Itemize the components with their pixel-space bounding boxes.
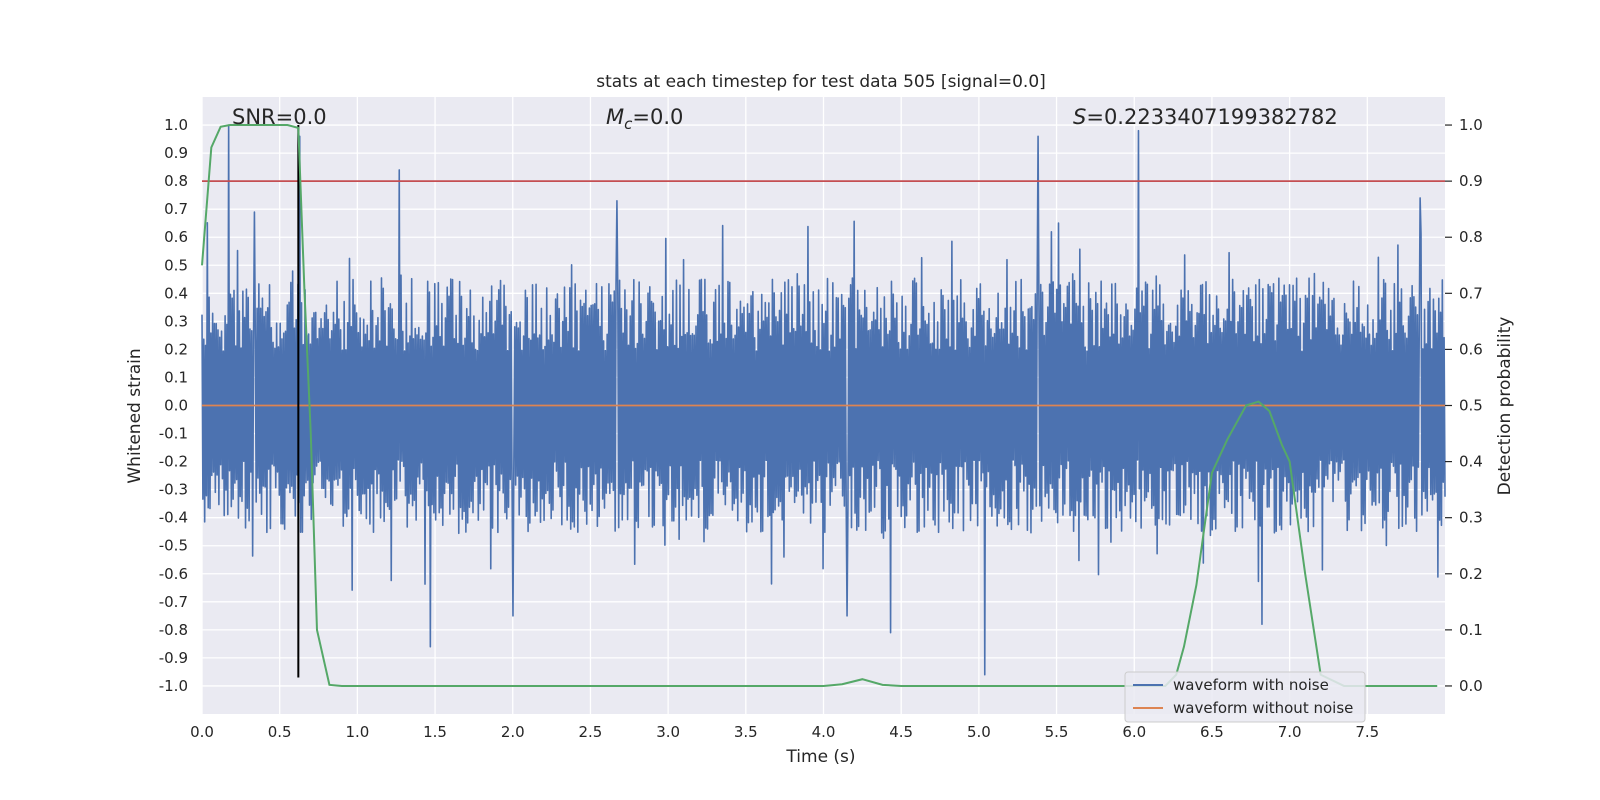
- x-tick-label: 1.5: [423, 723, 447, 741]
- x-tick-label: 3.0: [656, 723, 680, 741]
- y2-tick-label: 0.5: [1459, 397, 1483, 415]
- y2-tick-label: 0.1: [1459, 621, 1483, 639]
- chirp-mass-symbol: M: [606, 105, 624, 129]
- legend: waveform with noise waveform without noi…: [1124, 671, 1366, 723]
- y-tick-label: -0.5: [159, 537, 188, 555]
- y2-tick-label: 0.0: [1459, 677, 1483, 695]
- y-tick-label: -0.9: [159, 649, 188, 667]
- y-tick-label: 0.9: [164, 144, 188, 162]
- y-tick-label: -0.4: [159, 509, 188, 527]
- detection-probability-series: [201, 124, 1438, 687]
- y-tick-label: -0.3: [159, 481, 188, 499]
- y-tick-label: -1.0: [159, 677, 188, 695]
- y-tick-label: -0.2: [159, 453, 188, 471]
- y-tick-label: -0.1: [159, 425, 188, 443]
- x-tick-label: 5.5: [1045, 723, 1069, 741]
- x-tick-label: 4.5: [889, 723, 913, 741]
- y2-tick-label: 0.7: [1459, 284, 1483, 302]
- y2-axis-label: Detection probability: [1495, 317, 1515, 496]
- y-tick-label: 0.4: [164, 284, 188, 302]
- y-tick-label: 0.7: [164, 200, 188, 218]
- y-tick-label: -0.7: [159, 593, 188, 611]
- chirp-mass-value: =0.0: [632, 105, 683, 129]
- score-symbol: S: [1073, 105, 1086, 129]
- x-tick-label: 3.5: [734, 723, 758, 741]
- detection-probability-line: [201, 124, 1438, 687]
- x-tick-label: 0.0: [190, 723, 214, 741]
- y2-tick-label: 0.9: [1459, 172, 1483, 190]
- y2-tick-label: 0.6: [1459, 340, 1483, 358]
- x-tick-label: 7.5: [1355, 723, 1379, 741]
- snr-annotation: SNR=0.0: [232, 105, 327, 129]
- x-tick-label: 6.5: [1200, 723, 1224, 741]
- x-tick-label: 2.0: [501, 723, 525, 741]
- y-tick-label: 0.0: [164, 397, 188, 415]
- score-value: =0.2233407199382782: [1086, 105, 1337, 129]
- x-axis-label: Time (s): [785, 747, 855, 767]
- y2-tick-label: 0.2: [1459, 565, 1483, 583]
- y-tick-label: 0.6: [164, 228, 188, 246]
- legend-label-noise: waveform with noise: [1173, 676, 1329, 694]
- y-tick-label: 0.2: [164, 340, 188, 358]
- chart-title: stats at each timestep for test data 505…: [596, 72, 1046, 92]
- y-tick-label: -0.6: [159, 565, 188, 583]
- legend-label-clean: waveform without noise: [1173, 699, 1353, 717]
- axes: 0.0 0.5 1.0 1.5 2.0 2.5 3.0 3.5 4.0 4.5 5.0 5.5 6.0 6…: [159, 116, 1483, 741]
- x-tick-label: 1.0: [345, 723, 369, 741]
- chirp-mass-annotation: Mc=0.0: [606, 105, 683, 133]
- y2-tick-label: 0.3: [1459, 509, 1483, 527]
- x-tick-label: 6.0: [1122, 723, 1146, 741]
- legend-box: [1124, 671, 1366, 723]
- y2-tick-label: 0.8: [1459, 228, 1483, 246]
- x-tick-label: 0.5: [268, 723, 292, 741]
- y-axis-label: Whitened strain: [125, 348, 145, 483]
- y-tick-label: 1.0: [164, 116, 188, 134]
- chirp-mass-subscript: c: [624, 115, 633, 133]
- waveform-with-noise-series: [201, 124, 1446, 676]
- y-tick-label: 0.5: [164, 256, 188, 274]
- y-tick-label: -0.8: [159, 621, 188, 639]
- overlay-lines: [202, 125, 1445, 678]
- y-tick-label: 0.1: [164, 368, 188, 386]
- y-tick-label: 0.8: [164, 172, 188, 190]
- x-tick-label: 5.0: [967, 723, 991, 741]
- noise-waveform-line: [201, 124, 1446, 676]
- y2-tick-label: 1.0: [1459, 116, 1483, 134]
- y2-tick-label: 0.4: [1459, 453, 1483, 471]
- score-annotation: S=0.2233407199382782: [1073, 105, 1338, 129]
- y-tick-label: 0.3: [164, 312, 188, 330]
- x-tick-label: 7.0: [1278, 723, 1302, 741]
- x-tick-label: 4.0: [812, 723, 836, 741]
- x-tick-label: 2.5: [579, 723, 603, 741]
